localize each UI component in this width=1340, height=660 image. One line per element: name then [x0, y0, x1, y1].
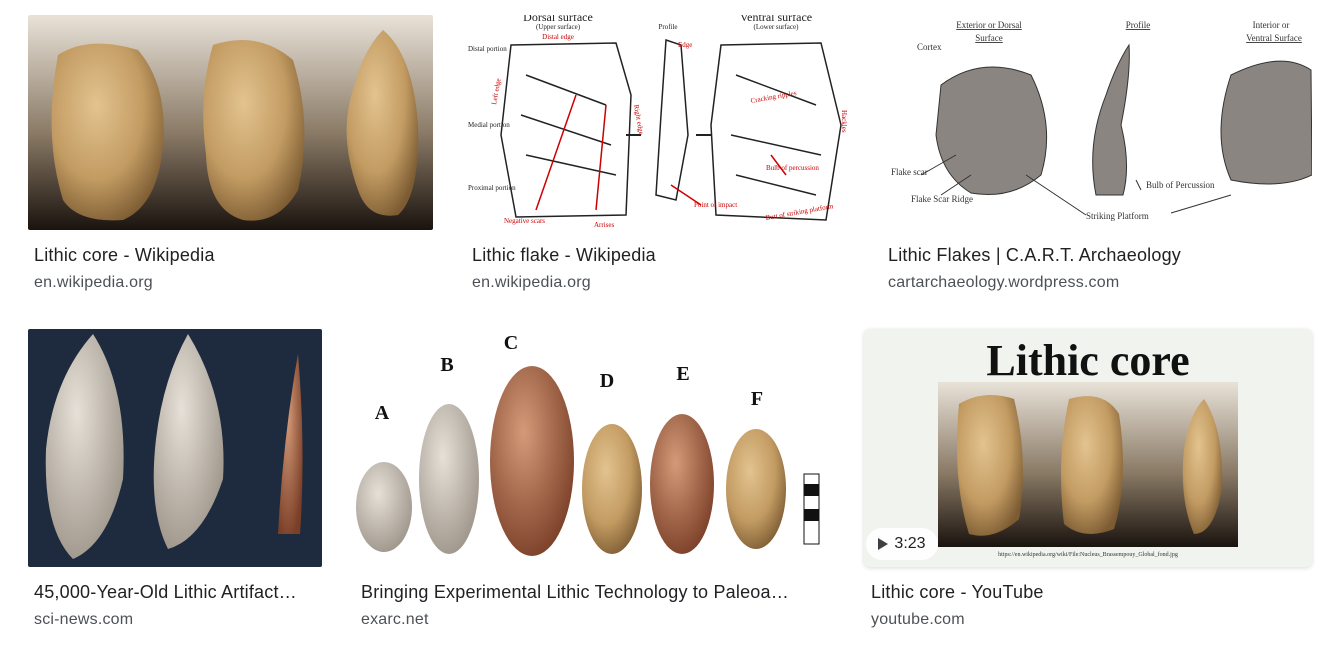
illustration-shape — [535, 94, 787, 211]
illustration-shape — [582, 424, 642, 554]
diagram-label: Negative scars — [504, 217, 545, 225]
specimen-label: B — [440, 354, 453, 376]
specimen-label: F — [751, 388, 763, 410]
illustration-shape — [1220, 60, 1312, 185]
video-caption: https://en.wikipedia.org/wiki/File:Nucle… — [998, 551, 1178, 558]
illustration-shape — [804, 509, 819, 521]
diagram-label: Distal edge — [542, 33, 574, 41]
thumbnail: Dorsal surface (Upper surface) Profile V… — [466, 15, 849, 230]
illustration-shape — [500, 42, 632, 218]
illustration-shape — [1060, 396, 1123, 534]
illustration-shape — [650, 414, 714, 554]
diagram-label: Flake Scar Ridge — [911, 194, 973, 204]
illustration-shape — [466, 15, 849, 230]
thumbnail — [28, 15, 433, 230]
result-card[interactable]: Lithic core - Wikipedia en.wikipedia.org — [28, 15, 433, 305]
specimen-label: E — [676, 363, 689, 385]
thumbnail: Lithic core https://en.wikipedia.org/wik… — [864, 329, 1312, 567]
thumbnail — [28, 329, 322, 567]
diagram-label: Proximal portion — [468, 184, 516, 192]
diagram-label: Hackles — [840, 110, 848, 133]
thumbnail: A B C D E F — [354, 329, 832, 567]
illustration-shape — [490, 366, 574, 556]
diagram-label: Edge — [678, 41, 692, 49]
play-icon — [878, 538, 889, 550]
diagram-label: Point of impact — [694, 201, 737, 209]
diagram-label: (Upper surface) — [536, 23, 581, 31]
diagram-label: Surface — [975, 33, 1002, 43]
illustration-shape — [520, 74, 822, 196]
specimen-label: A — [375, 402, 390, 424]
result-card[interactable]: 45,000-Year-Old Lithic Artifact… sci-new… — [28, 329, 322, 639]
diagram-label: Arrises — [594, 221, 614, 229]
result-title[interactable]: Lithic core - YouTube — [871, 582, 1044, 602]
diagram-label: Exterior or Dorsal — [956, 20, 1022, 30]
specimen-label: C — [504, 332, 518, 354]
illustration-shape — [45, 334, 124, 559]
result-card[interactable]: A B C D E F Bringing Experimental Lithic… — [354, 329, 832, 639]
duration-badge: 3:23 — [866, 528, 938, 560]
result-title[interactable]: Lithic core - Wikipedia — [34, 245, 215, 265]
result-card[interactable]: Lithic core https://en.wikipedia.org/wik… — [864, 329, 1312, 639]
result-source: en.wikipedia.org — [472, 274, 591, 291]
illustration-shape — [419, 404, 479, 554]
illustration-shape — [346, 30, 419, 216]
illustration-shape — [356, 462, 412, 552]
illustration-shape — [956, 395, 1023, 536]
diagram-label: Interior or — [1253, 20, 1290, 30]
specimen-label: D — [600, 370, 614, 392]
result-source: sci-news.com — [34, 611, 134, 628]
diagram-label: Striking Platform — [1086, 211, 1149, 221]
duration: 3:23 — [894, 535, 926, 552]
illustration-shape — [1182, 399, 1223, 534]
video-heading: Lithic core — [986, 336, 1189, 385]
diagram-label: Cortex — [917, 42, 942, 52]
illustration-shape — [203, 40, 305, 221]
illustration-shape — [51, 43, 164, 221]
result-card[interactable]: Dorsal surface (Upper surface) Profile V… — [466, 15, 849, 305]
result-title[interactable]: 45,000-Year-Old Lithic Artifact… — [34, 582, 297, 602]
illustration-shape — [153, 334, 224, 549]
result-title[interactable]: Lithic flake - Wikipedia — [472, 245, 656, 265]
diagram-label: Medial portion — [468, 121, 510, 129]
diagram-label: (Lower surface) — [754, 23, 800, 31]
illustration-shape — [804, 484, 819, 496]
diagram-label: Ventral surface — [740, 15, 812, 24]
diagram-label: Dorsal surface — [523, 15, 593, 24]
result-card[interactable]: Exterior or Dorsal Surface Profile Inter… — [881, 15, 1312, 305]
result-title[interactable]: Bringing Experimental Lithic Technology … — [361, 582, 789, 602]
diagram-label: Bulb of percussion — [766, 164, 819, 172]
diagram-label: Distal portion — [468, 45, 507, 53]
illustration-shape — [710, 42, 842, 221]
result-source: exarc.net — [361, 611, 429, 628]
illustration-shape — [655, 38, 689, 201]
illustration-shape — [935, 66, 1048, 196]
diagram-label: Profile — [658, 23, 677, 31]
result-source: cartarchaeology.wordpress.com — [888, 274, 1120, 291]
result-source: en.wikipedia.org — [34, 274, 153, 291]
illustration-shape — [878, 538, 889, 550]
diagram-label: Profile — [1126, 20, 1151, 30]
illustration-shape — [278, 354, 303, 534]
diagram-label: Flake scar — [891, 167, 928, 177]
illustration-shape — [920, 154, 1232, 216]
diagram-label: Ventral Surface — [1246, 33, 1302, 43]
result-source: youtube.com — [871, 611, 965, 628]
result-title[interactable]: Lithic Flakes | C.A.R.T. Archaeology — [888, 245, 1181, 265]
video-thumbnail: Lithic core https://en.wikipedia.org/wik… — [864, 329, 1312, 567]
illustration-shape — [1092, 43, 1130, 196]
thumbnail: Exterior or Dorsal Surface Profile Inter… — [881, 15, 1312, 230]
illustration-shape — [726, 429, 786, 549]
diagram-label: Bulb of Percussion — [1146, 180, 1215, 190]
